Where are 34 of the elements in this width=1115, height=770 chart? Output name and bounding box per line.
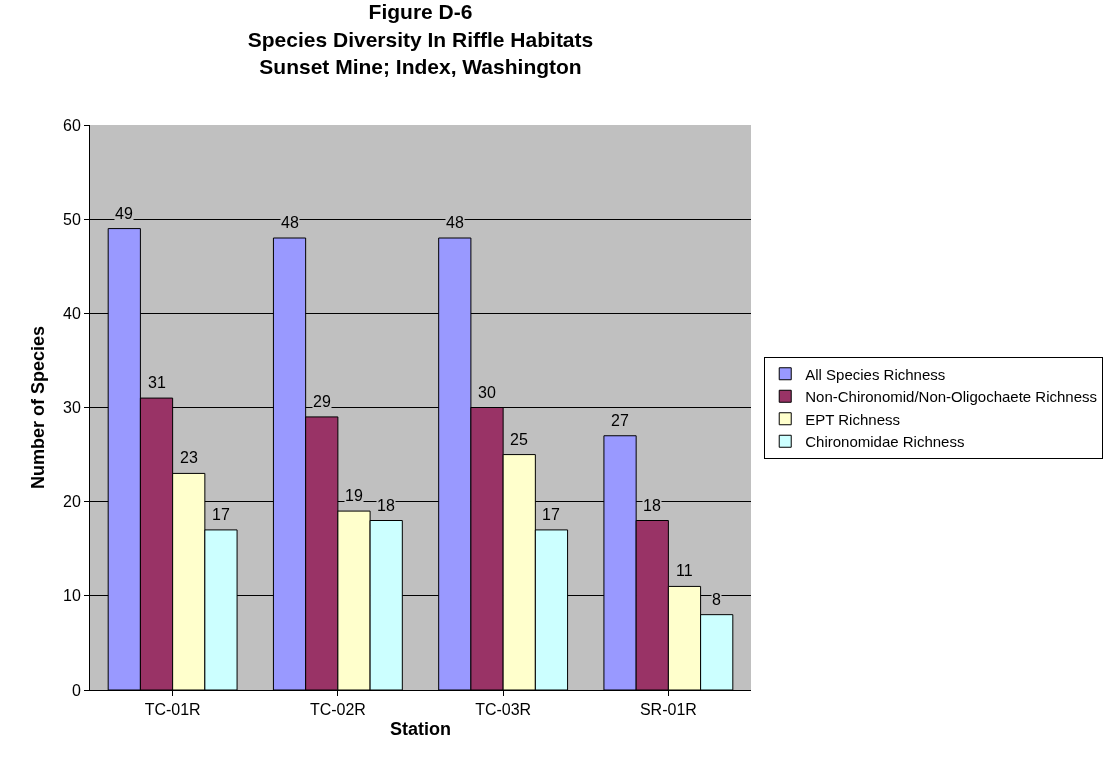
y-tick-label: 10 [63,587,81,605]
data-label: 23 [180,449,198,466]
data-label: 49 [115,205,133,222]
data-label: 27 [611,412,629,429]
y-tick-label: 60 [63,116,81,134]
data-label: 29 [313,393,331,410]
x-tick-label: TC-03R [475,701,532,719]
x-tick-label: TC-01R [144,701,201,719]
y-tick-label: 40 [63,304,81,322]
legend-label: Chironomidae Richness [805,433,965,451]
y-tick-label: 20 [63,493,81,511]
data-label: 48 [281,214,299,231]
chart-title: Figure D-6 Species Diversity In Riffle Habitats Sunset Mine; Index, Washington [247,0,594,78]
data-label: 48 [446,214,464,231]
legend-label: All Species Richness [805,365,946,383]
x-tick-label: SR-01R [639,701,697,719]
data-label: 8 [712,591,721,608]
legend-label: EPT Richness [805,410,900,428]
legend-label: Non-Chironomid/Non-Oligochaete Richness [805,388,1098,406]
y-tick-label: 30 [63,399,81,417]
data-label: 18 [377,497,395,514]
data-label: 18 [643,497,661,514]
data-label: 31 [148,374,166,391]
data-label: 30 [478,384,496,401]
y-tick-label: 0 [71,681,81,699]
data-label: 11 [676,562,693,579]
y-tick-label: 50 [63,210,81,228]
x-tick-label: TC-02R [309,701,366,719]
x-axis-title: Station [390,719,451,740]
data-label: 17 [542,506,560,523]
data-label: 19 [345,487,363,504]
data-label: 17 [212,506,230,523]
data-label: 25 [510,431,528,448]
y-axis-title: Number of Species [28,325,48,490]
